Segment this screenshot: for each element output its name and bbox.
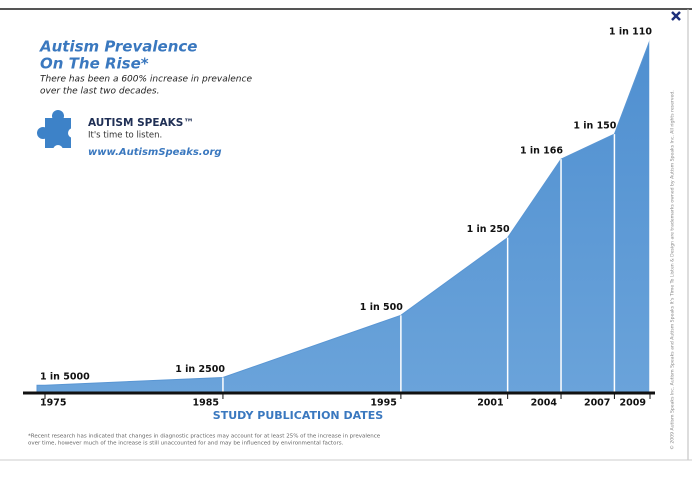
data-label: 1 in 2500 bbox=[175, 364, 225, 375]
footnote-line: over time, however much of the increase … bbox=[28, 441, 344, 447]
x-tick-label: 2001 bbox=[477, 398, 503, 409]
footnote-line: *Recent research has indicated that chan… bbox=[28, 434, 381, 440]
side-note: © 2009 Autism Speaks Inc. Autism Speaks … bbox=[669, 90, 676, 449]
x-tick-label: 1995 bbox=[370, 398, 396, 409]
subtitle-line: There has been a 600% increase in preval… bbox=[40, 75, 252, 85]
x-tick-label: 2009 bbox=[620, 398, 646, 409]
puzzle-logo bbox=[37, 110, 78, 155]
subtitle-line: over the last two decades. bbox=[40, 87, 159, 97]
close-button[interactable] bbox=[671, 11, 681, 21]
x-tick-label: 2007 bbox=[584, 398, 610, 409]
title-line: On The Rise* bbox=[40, 55, 149, 73]
title-line: Autism Prevalence bbox=[39, 38, 197, 56]
data-label: 1 in 250 bbox=[467, 224, 510, 235]
data-label: 1 in 110 bbox=[609, 27, 652, 38]
data-label: 1 in 166 bbox=[520, 146, 563, 157]
url: www.AutismSpeaks.org bbox=[88, 147, 222, 158]
data-label: 1 in 500 bbox=[360, 302, 403, 313]
x-tick-label: 1975 bbox=[40, 398, 66, 409]
x-tick-label: 2004 bbox=[531, 398, 558, 409]
data-label: 1 in 5000 bbox=[40, 372, 90, 383]
x-tick-label: 1985 bbox=[192, 398, 218, 409]
data-label: 1 in 150 bbox=[573, 121, 616, 132]
tagline: It's time to listen. bbox=[88, 131, 162, 141]
brand: AUTISM SPEAKS™ bbox=[88, 117, 194, 129]
x-axis-label: STUDY PUBLICATION DATES bbox=[213, 409, 383, 422]
